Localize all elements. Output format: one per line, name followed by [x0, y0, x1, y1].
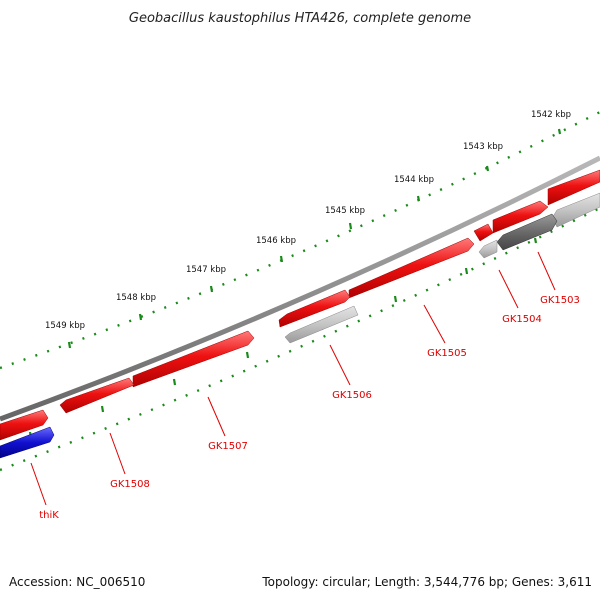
kbp-label-1547: 1547 kbp — [186, 265, 226, 275]
kbp-labels: 1542 kbp 1543 kbp 1544 kbp 1545 kbp 1546… — [45, 110, 571, 331]
kbp-label-1544: 1544 kbp — [394, 175, 434, 185]
gene-label-gk1505[interactable]: GK1505 — [427, 348, 467, 359]
gene-block[interactable] — [278, 289, 351, 328]
gene-label-gk1506[interactable]: GK1506 — [332, 390, 372, 401]
kbp-label-1546: 1546 kbp — [256, 236, 296, 246]
kbp-label-1545: 1545 kbp — [325, 206, 365, 216]
major-ticks — [67, 128, 562, 349]
gene-label-gk1503[interactable]: GK1503 — [540, 295, 580, 306]
genome-backbone — [0, 155, 600, 422]
gene-block[interactable] — [0, 426, 55, 459]
kbp-label-1549: 1549 kbp — [45, 321, 85, 331]
kbp-label-1542: 1542 kbp — [531, 110, 571, 120]
gene-block[interactable] — [0, 409, 49, 441]
map-title: Geobacillus kaustophilus HTA426, complet… — [129, 11, 471, 26]
gene-block[interactable] — [547, 169, 600, 206]
gene-block[interactable] — [473, 223, 494, 242]
gene-block[interactable] — [478, 239, 498, 259]
accession-text: Accession: NC_006510 — [9, 575, 145, 589]
outer-tick-scale — [0, 110, 600, 370]
kbp-label-1543: 1543 kbp — [463, 142, 503, 152]
gene-block[interactable] — [59, 377, 135, 414]
gene-label-gk1508[interactable]: GK1508 — [110, 479, 150, 490]
gene-block[interactable] — [284, 305, 359, 344]
gene-block[interactable] — [492, 200, 549, 234]
label-leaders — [30, 251, 556, 506]
forward-strand-genes — [0, 169, 600, 441]
kbp-label-1548: 1548 kbp — [116, 293, 156, 303]
genome-summary-text: Topology: circular; Length: 3,544,776 bp… — [261, 575, 592, 589]
gene-label-thik[interactable]: thiK — [39, 510, 59, 521]
gene-label-gk1507[interactable]: GK1507 — [208, 441, 248, 452]
gene-labels: GK1503 GK1504 GK1505 GK1506 GK1507 GK150… — [39, 295, 580, 521]
gene-label-gk1504[interactable]: GK1504 — [502, 314, 542, 325]
reverse-strand-genes — [0, 192, 600, 459]
